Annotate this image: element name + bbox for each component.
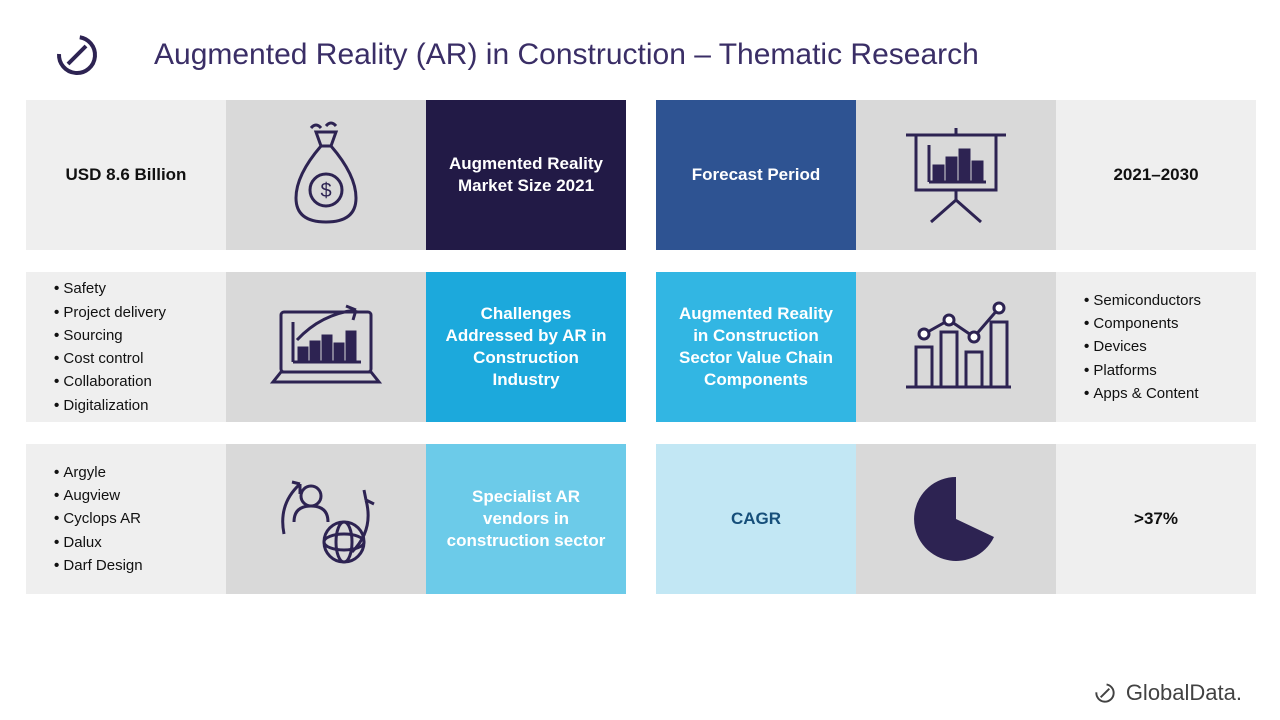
user-globe-cycle-icon xyxy=(266,464,386,574)
metric-value: USD 8.6 Billion xyxy=(26,100,226,250)
list-item: Collaboration xyxy=(54,370,166,393)
info-list: SafetyProject deliverySourcingCost contr… xyxy=(26,272,226,422)
list-item: Sourcing xyxy=(54,324,166,347)
metric-label: Specialist AR vendors in construction se… xyxy=(426,444,626,594)
metric-label: CAGR xyxy=(656,444,856,594)
footer-brand: GlobalData. xyxy=(1092,680,1242,706)
metric-label: Augmented Reality Market Size 2021 xyxy=(426,100,626,250)
presentation-chart-icon xyxy=(901,120,1011,230)
list-item: Components xyxy=(1084,312,1201,335)
icon-cell xyxy=(226,444,426,594)
metric-value: >37% xyxy=(1056,444,1256,594)
icon-cell: $ xyxy=(226,100,426,250)
info-list: SemiconductorsComponentsDevicesPlatforms… xyxy=(1056,272,1256,422)
page-title: Augmented Reality (AR) in Construction –… xyxy=(154,38,979,72)
list-item: Platforms xyxy=(1084,359,1201,382)
list-item: Safety xyxy=(54,277,166,300)
icon-cell xyxy=(226,272,426,422)
footer-brand-text: GlobalData. xyxy=(1126,680,1242,706)
svg-text:$: $ xyxy=(320,180,331,202)
laptop-growth-icon xyxy=(261,292,391,402)
list-item: Digitalization xyxy=(54,394,166,417)
list-item: Project delivery xyxy=(54,301,166,324)
money-bag-icon: $ xyxy=(276,120,376,230)
icon-cell xyxy=(856,272,1056,422)
metric-label: Augmented Reality in Construction Sector… xyxy=(656,272,856,422)
bar-line-chart-icon xyxy=(891,292,1021,402)
list-item: Argyle xyxy=(54,461,143,484)
list-item: Darf Design xyxy=(54,554,143,577)
metric-value: 2021–2030 xyxy=(1056,100,1256,250)
list-item: Dalux xyxy=(54,531,143,554)
list-item: Devices xyxy=(1084,335,1201,358)
list-item: Cost control xyxy=(54,347,166,370)
list-item: Cyclops AR xyxy=(54,507,143,530)
icon-cell xyxy=(856,100,1056,250)
brand-mark-icon xyxy=(50,28,104,82)
metric-label: Challenges Addressed by AR in Constructi… xyxy=(426,272,626,422)
list-item: Augview xyxy=(54,484,143,507)
list-item: Semiconductors xyxy=(1084,289,1201,312)
icon-cell xyxy=(856,444,1056,594)
pie-slice-icon xyxy=(906,469,1006,569)
info-list: ArgyleAugviewCyclops ARDaluxDarf Design xyxy=(26,444,226,594)
metric-label: Forecast Period xyxy=(656,100,856,250)
list-item: Apps & Content xyxy=(1084,382,1201,405)
